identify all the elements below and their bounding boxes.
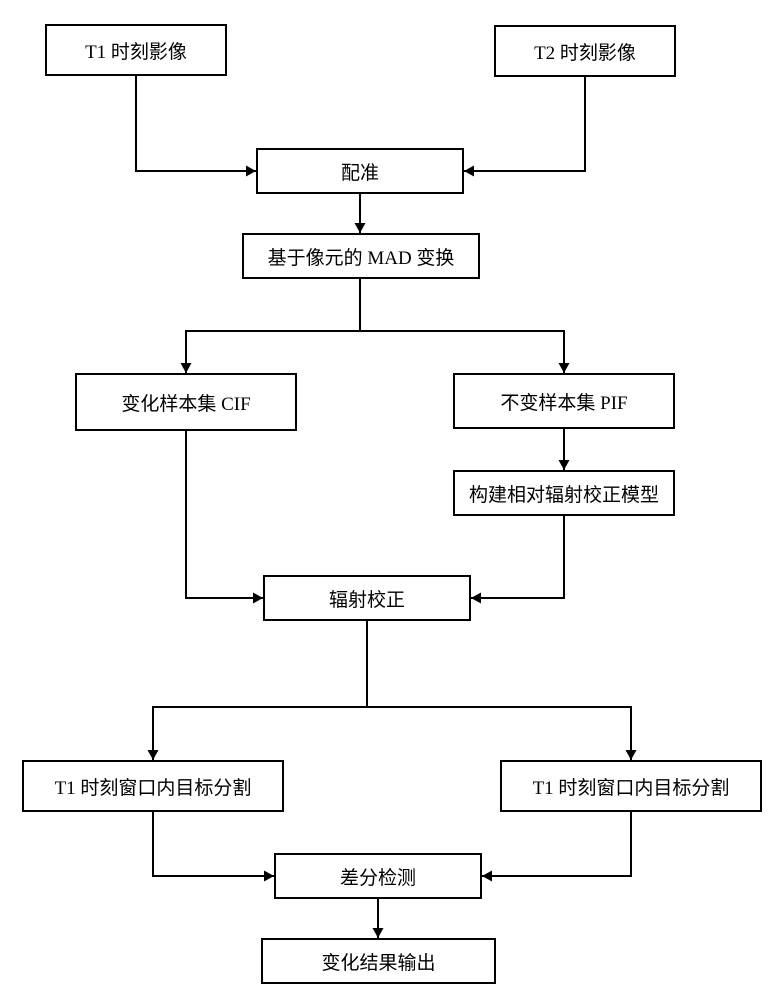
node-seg2-label: T1 时刻窗口内目标分割	[533, 773, 730, 800]
node-model-label: 构建相对辐射校正模型	[469, 480, 659, 507]
node-pif: 不变样本集 PIF	[453, 373, 675, 429]
node-seg2: T1 时刻窗口内目标分割	[500, 760, 762, 812]
node-t1: T1 时刻影像	[45, 24, 227, 76]
node-output-label: 变化结果输出	[321, 948, 435, 975]
node-correct-label: 辐射校正	[329, 585, 405, 612]
node-mad: 基于像元的 MAD 变换	[242, 233, 480, 279]
node-cif-label: 变化样本集 CIF	[121, 389, 250, 416]
node-register: 配准	[256, 148, 464, 194]
node-correct: 辐射校正	[263, 575, 471, 621]
node-t1-label: T1 时刻影像	[85, 37, 187, 64]
node-register-label: 配准	[341, 158, 379, 185]
node-cif: 变化样本集 CIF	[75, 373, 297, 431]
node-pif-label: 不变样本集 PIF	[500, 388, 627, 415]
node-seg1: T1 时刻窗口内目标分割	[22, 760, 284, 812]
node-mad-label: 基于像元的 MAD 变换	[268, 243, 455, 270]
node-t2-label: T2 时刻影像	[534, 38, 636, 65]
node-model: 构建相对辐射校正模型	[453, 470, 675, 516]
node-diff: 差分检测	[274, 853, 482, 899]
node-seg1-label: T1 时刻窗口内目标分割	[55, 773, 252, 800]
node-diff-label: 差分检测	[340, 863, 416, 890]
node-output: 变化结果输出	[261, 938, 496, 984]
node-t2: T2 时刻影像	[494, 25, 676, 77]
